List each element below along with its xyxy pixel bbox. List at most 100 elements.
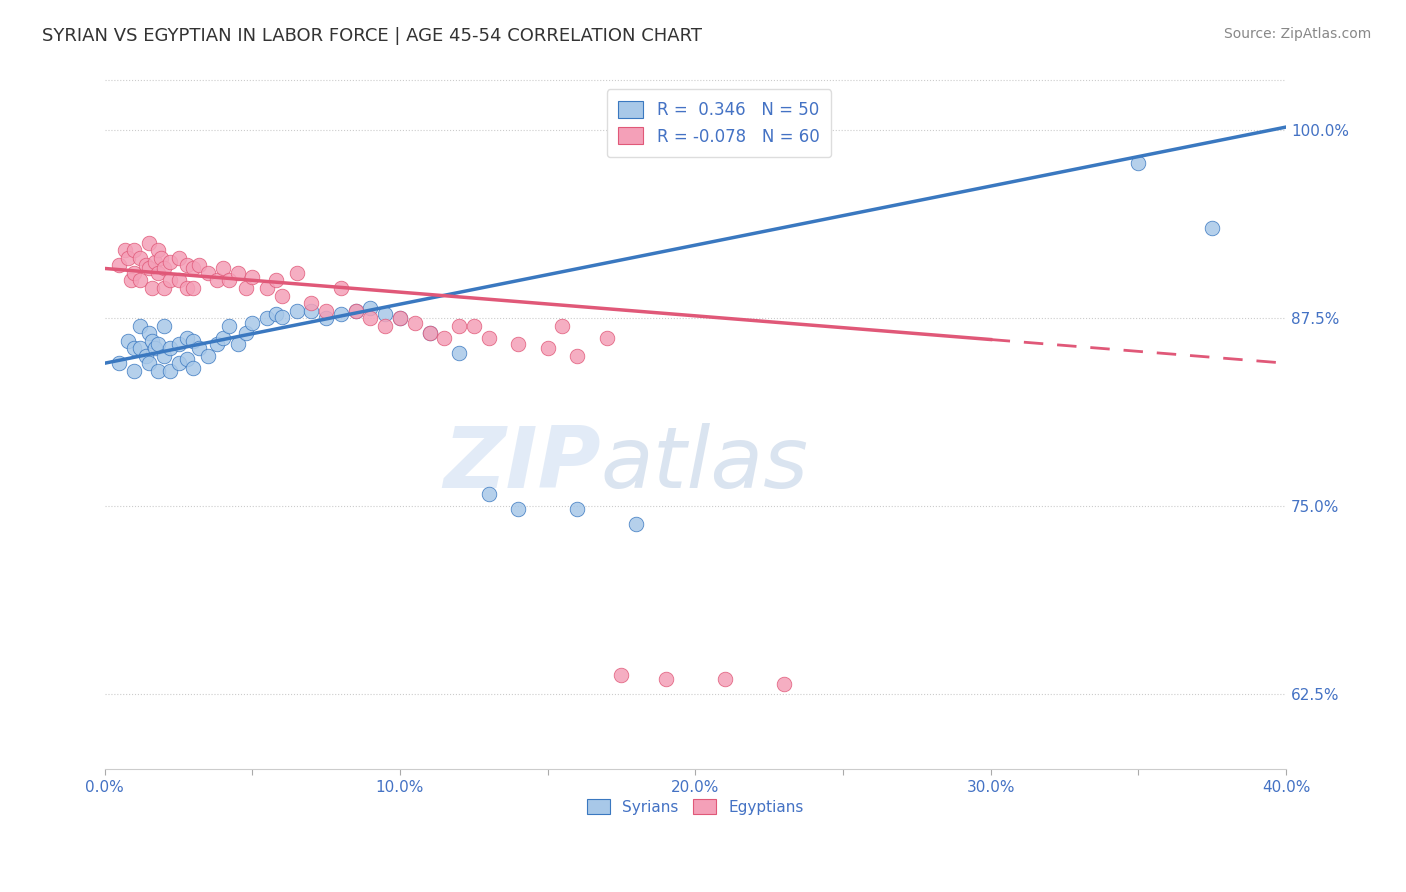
Point <box>108 259 131 273</box>
Point <box>359 301 381 315</box>
Point <box>176 281 198 295</box>
Point <box>211 331 233 345</box>
Text: Source: ZipAtlas.com: Source: ZipAtlas.com <box>1223 27 1371 41</box>
Point <box>152 318 174 333</box>
Point <box>714 672 737 686</box>
Point <box>176 331 198 345</box>
Point <box>344 303 367 318</box>
Point <box>264 307 287 321</box>
Point <box>117 334 139 348</box>
Point <box>329 307 352 321</box>
Point <box>143 255 166 269</box>
Point <box>138 326 160 340</box>
Point <box>138 356 160 370</box>
Point <box>1128 156 1150 170</box>
Point <box>285 266 308 280</box>
Point <box>197 266 219 280</box>
Point <box>135 259 157 273</box>
Point <box>159 255 181 269</box>
Point <box>270 310 292 324</box>
Point <box>181 281 204 295</box>
Point <box>567 502 589 516</box>
Point <box>152 349 174 363</box>
Point <box>149 251 172 265</box>
Point <box>388 311 411 326</box>
Point <box>114 244 136 258</box>
Point <box>404 316 426 330</box>
Point <box>655 672 678 686</box>
Point <box>181 334 204 348</box>
Point <box>551 318 574 333</box>
Point <box>299 303 322 318</box>
Point <box>235 281 257 295</box>
Point <box>167 251 190 265</box>
Point <box>159 364 181 378</box>
Point <box>226 336 249 351</box>
Point <box>205 336 228 351</box>
Point <box>388 311 411 326</box>
Point <box>285 303 308 318</box>
Point <box>299 296 322 310</box>
Point <box>270 288 292 302</box>
Point <box>449 345 471 359</box>
Point <box>141 281 163 295</box>
Point <box>108 356 131 370</box>
Point <box>141 334 163 348</box>
Point <box>218 318 240 333</box>
Point <box>596 331 619 345</box>
Point <box>211 261 233 276</box>
Point <box>626 517 648 532</box>
Point <box>537 341 560 355</box>
Point <box>135 349 157 363</box>
Point <box>143 341 166 355</box>
Point <box>188 259 211 273</box>
Point <box>122 244 145 258</box>
Point <box>508 336 530 351</box>
Point <box>117 251 139 265</box>
Point <box>138 235 160 250</box>
Point <box>256 281 278 295</box>
Point <box>218 273 240 287</box>
Legend: Syrians, Egyptians: Syrians, Egyptians <box>578 789 813 824</box>
Point <box>146 336 169 351</box>
Point <box>152 261 174 276</box>
Point <box>129 318 152 333</box>
Point <box>152 281 174 295</box>
Point <box>197 349 219 363</box>
Point <box>374 318 396 333</box>
Text: atlas: atlas <box>600 424 808 507</box>
Point <box>122 364 145 378</box>
Point <box>122 266 145 280</box>
Point <box>129 273 152 287</box>
Point <box>146 244 169 258</box>
Point <box>188 341 211 355</box>
Point <box>374 307 396 321</box>
Point <box>120 273 142 287</box>
Point <box>235 326 257 340</box>
Point <box>344 303 367 318</box>
Point <box>226 266 249 280</box>
Point <box>478 487 501 501</box>
Point <box>176 259 198 273</box>
Point <box>167 356 190 370</box>
Point <box>167 273 190 287</box>
Point <box>418 326 440 340</box>
Point <box>146 266 169 280</box>
Point <box>329 281 352 295</box>
Point <box>433 331 456 345</box>
Point <box>181 261 204 276</box>
Point <box>1201 220 1223 235</box>
Point <box>508 502 530 516</box>
Point <box>418 326 440 340</box>
Text: SYRIAN VS EGYPTIAN IN LABOR FORCE | AGE 45-54 CORRELATION CHART: SYRIAN VS EGYPTIAN IN LABOR FORCE | AGE … <box>42 27 702 45</box>
Point <box>159 341 181 355</box>
Point <box>449 318 471 333</box>
Point <box>205 273 228 287</box>
Point <box>264 273 287 287</box>
Point <box>240 316 263 330</box>
Point <box>567 349 589 363</box>
Point <box>167 336 190 351</box>
Point <box>478 331 501 345</box>
Point <box>240 270 263 285</box>
Point <box>359 311 381 326</box>
